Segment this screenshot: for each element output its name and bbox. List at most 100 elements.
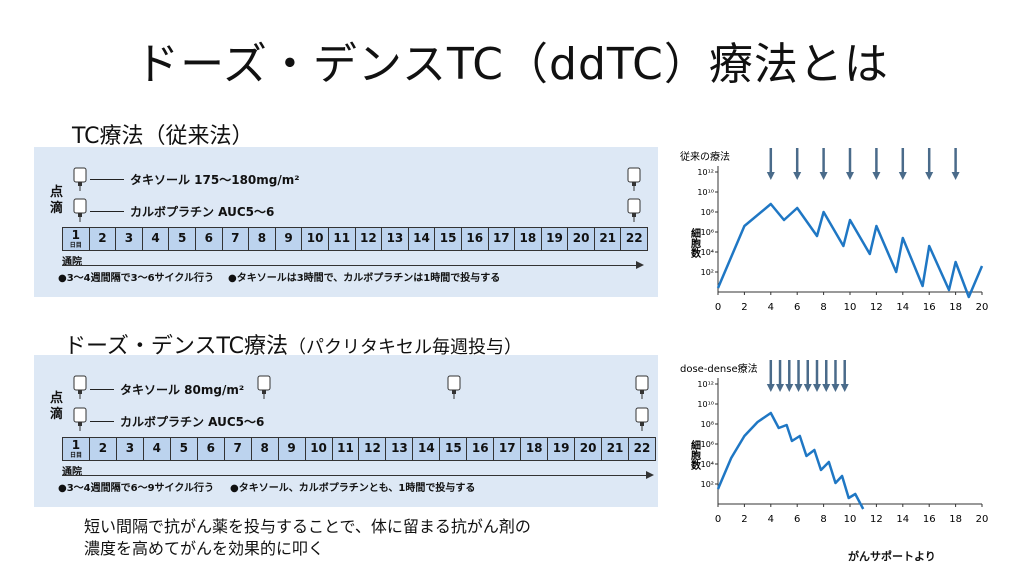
dose-arrow-icon — [785, 360, 794, 392]
drip-label: 点滴 — [50, 391, 64, 422]
day-cell: 15 — [440, 438, 468, 460]
x-tick-label: 20 — [976, 514, 989, 525]
iv-bag-icon — [73, 198, 87, 222]
day-cell: 10 — [302, 228, 329, 250]
day-timeline: 1 日目 2 3 4 5 6 7 8 9 10 11 12 13 14 15 16 17 18 19 20 21 22 — [62, 437, 656, 461]
dose-arrow-icon — [822, 360, 831, 392]
x-tick-label: 6 — [794, 302, 800, 313]
day-timeline: 1 日目 2 3 4 5 6 7 8 9 10 11 12 13 14 15 16 17 18 19 20 21 22 — [62, 227, 648, 251]
day-cell: 5 — [171, 438, 198, 460]
x-tick-label: 6 — [794, 514, 800, 525]
iv-bag-icon — [257, 375, 271, 399]
drug-taxol-label: タキソール 175～180mg/m² — [130, 173, 300, 187]
drug-carboplatin-line: カルボプラチン AUC5～6 — [90, 203, 274, 220]
y-tick-label: 10⁴ — [701, 460, 714, 469]
day-cell: 21 — [602, 438, 630, 460]
dose-arrow-icon — [951, 148, 960, 180]
day-cell: 9 — [279, 438, 306, 460]
page-title: ドーズ・デンスTC（ddTC）療法とは — [135, 39, 889, 90]
day-cell: 6 — [198, 438, 225, 460]
day-cell: 16 — [462, 228, 489, 250]
day-number: 1 — [71, 228, 80, 242]
day-cell: 20 — [568, 228, 595, 250]
day-cell: 13 — [382, 228, 409, 250]
dose-arrow-icon — [840, 360, 849, 392]
x-tick-label: 18 — [949, 514, 962, 525]
day-cell: 12 — [359, 438, 387, 460]
day-cell: 11 — [333, 438, 360, 460]
drug-carboplatin-line: カルボプラチン AUC5～6 — [90, 413, 264, 430]
day-cell: 7 — [223, 228, 250, 250]
x-tick-label: 4 — [768, 514, 774, 525]
y-tick-label: 10¹⁰ — [697, 400, 714, 409]
y-tick-label: 10² — [701, 480, 714, 489]
day-cell: 2 — [90, 228, 117, 250]
drug-carboplatin-label: カルボプラチン AUC5～6 — [130, 205, 275, 219]
outpatient-label: 通院 — [62, 467, 82, 478]
dose-arrow-icon — [831, 360, 840, 392]
y-tick-label: 10⁸ — [701, 208, 714, 217]
y-tick-label: 10¹² — [697, 168, 714, 177]
x-tick-label: 4 — [768, 302, 774, 313]
timeline-arrow — [62, 471, 654, 479]
iv-bag-icon — [627, 167, 641, 191]
x-tick-label: 8 — [820, 302, 826, 313]
description-line-1: 短い間隔で抗がん薬を投与することで、体に留まる抗がん剤の — [84, 517, 531, 536]
x-tick-label: 2 — [741, 302, 747, 313]
day-cell: 8 — [252, 438, 279, 460]
drip-label: 点滴 — [50, 185, 64, 216]
day-cell: 3 — [116, 228, 143, 250]
day-cell: 17 — [494, 438, 522, 460]
drug-taxol-line: タキソール 80mg/m² — [90, 381, 244, 398]
section2-heading-sub: （パクリタキセル毎週投与） — [287, 337, 522, 358]
dose-arrow-icon — [766, 360, 775, 392]
section1-heading: TC療法（従来法） — [72, 124, 254, 149]
day-cell: 5 — [169, 228, 196, 250]
dose-arrow-icon — [898, 148, 907, 180]
regimen-panel-standard: 点滴 タキソール 175～180mg/m² カルボプラチン AUC5～6 1 日目… — [34, 147, 658, 297]
x-tick-label: 2 — [741, 514, 747, 525]
day-cell: 10 — [306, 438, 333, 460]
x-tick-label: 0 — [715, 514, 721, 525]
description: 短い間隔で抗がん薬を投与することで、体に留まる抗がん剤の 濃度を高めてがんを効果… — [84, 516, 531, 560]
day-cell: 4 — [143, 228, 170, 250]
day-cell: 20 — [575, 438, 603, 460]
iv-bag-icon — [73, 407, 87, 431]
day-cell: 6 — [196, 228, 223, 250]
note-cycles: ●3～4週間隔で3～6サイクル行う — [58, 273, 215, 284]
day-cell: 3 — [117, 438, 144, 460]
x-tick-label: 12 — [870, 514, 883, 525]
iv-bag-icon — [73, 375, 87, 399]
y-axis-label: 細胞数 — [689, 439, 702, 471]
regimen-panel-dose-dense: 点滴 タキソール 80mg/m² カルボプラチン AUC5～6 1 日目 2 3 4 5 6… — [34, 355, 658, 507]
day-cell: 22 — [633, 441, 651, 455]
day-cell: 17 — [489, 228, 516, 250]
day-cell: 19 — [542, 228, 569, 250]
chart-title: dose-dense療法 — [680, 362, 758, 375]
day-cell: 8 — [249, 228, 276, 250]
day-cell: 9 — [276, 228, 303, 250]
x-tick-label: 10 — [844, 302, 857, 313]
day-cell: 1 日目 — [63, 438, 90, 460]
section2-heading-main: ドーズ・デンスTC療法 — [64, 334, 288, 359]
dose-arrow-icon — [813, 360, 821, 392]
note-infusion-time: ●タキソールは3時間で、カルボプラチンは1時間で投与する — [228, 273, 501, 284]
iv-bag-icon — [447, 375, 461, 399]
day-cell: 16 — [467, 438, 495, 460]
outpatient-label: 通院 — [62, 257, 82, 268]
day-number: 1 — [71, 438, 81, 452]
drug-taxol-line: タキソール 175～180mg/m² — [90, 171, 300, 188]
y-tick-label: 10⁸ — [701, 420, 714, 429]
day-cell: 15 — [435, 228, 462, 250]
x-tick-label: 16 — [923, 514, 936, 525]
iv-bag-icon — [635, 407, 649, 431]
dose-arrow-icon — [846, 148, 854, 180]
drug-carboplatin-label: カルボプラチン AUC5～6 — [120, 415, 265, 429]
day-cell: 11 — [329, 228, 356, 250]
day-cell: 14 — [409, 228, 436, 250]
timeline-arrow — [62, 261, 644, 269]
dose-arrow-icon — [872, 148, 881, 180]
x-tick-label: 12 — [870, 302, 883, 313]
note-cycles: ●3～4週間隔で6～9サイクル行う — [58, 483, 215, 494]
